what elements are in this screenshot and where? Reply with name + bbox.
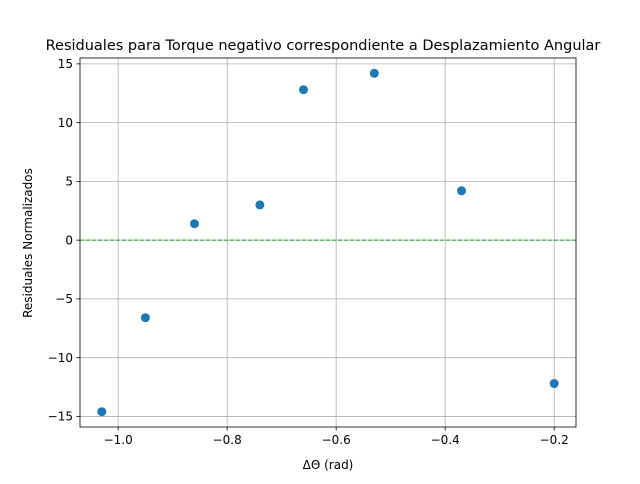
y-tick-label: −10 (48, 351, 73, 365)
data-points (97, 68, 559, 417)
chart-title: Residuales para Torque negativo correspo… (46, 38, 601, 54)
data-point (189, 219, 199, 229)
x-axis-label: ΔΘ (rad) (303, 458, 354, 472)
data-point (140, 313, 150, 323)
y-tick-label: 15 (58, 57, 73, 71)
x-tick-label: −0.2 (540, 433, 569, 447)
data-point (369, 68, 379, 78)
x-tick-label: −1.0 (104, 433, 133, 447)
axis-ticks: −1.0 −0.8 −0.6 −0.4 −0.2 −15 −10 −5 0 5 10 15 (48, 57, 569, 447)
x-tick-label: −0.4 (431, 433, 460, 447)
data-point (255, 200, 265, 210)
y-tick-label: 10 (58, 116, 73, 130)
data-point (549, 379, 559, 389)
x-tick-label: −0.8 (213, 433, 242, 447)
data-point (97, 407, 107, 417)
y-tick-label: 5 (65, 175, 73, 189)
grid (80, 58, 576, 427)
y-tick-label: 0 (65, 233, 73, 247)
data-point (298, 85, 308, 95)
y-axis-label: Residuales Normalizados (21, 168, 35, 318)
y-tick-label: −15 (48, 410, 73, 424)
plot-area-frame (79, 57, 577, 428)
y-tick-label: −5 (55, 292, 73, 306)
x-tick-label: −0.6 (322, 433, 351, 447)
data-point (457, 186, 467, 196)
